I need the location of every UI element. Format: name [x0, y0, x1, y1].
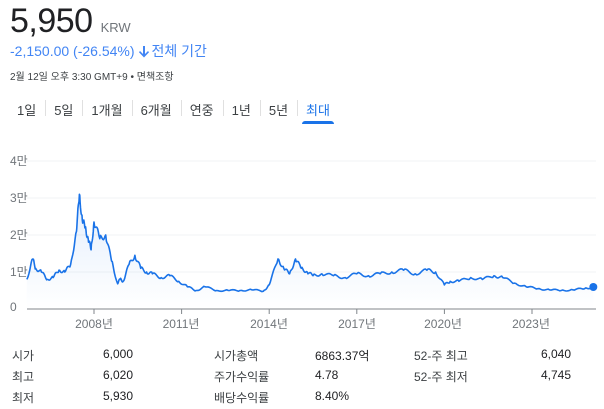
stat-label-market-cap: 시가총액 [214, 349, 259, 363]
price-header: 5,950 KRW [10, 2, 131, 41]
tab-max[interactable]: 최대 [297, 96, 339, 124]
current-price: 5,950 [10, 2, 93, 40]
y-tick-0: 0 [10, 300, 17, 314]
y-tick-40000: 4만 [10, 154, 28, 168]
separator-dot: • [130, 72, 134, 83]
stat-label-open: 시가 [12, 349, 35, 363]
stat-value-52w-high: 6,040 [541, 347, 572, 361]
arrow-down-icon [138, 45, 149, 58]
tab-ytd[interactable]: 연중 [180, 96, 223, 124]
stat-value-high: 6,020 [103, 368, 134, 382]
y-tick-20000: 2만 [10, 228, 28, 242]
chart-plot[interactable] [0, 145, 604, 335]
chart-area-fill [26, 194, 594, 309]
price-change-row: -2,150.00 (-26.54%) 전체 기간 [10, 41, 207, 61]
tab-5d[interactable]: 5일 [45, 96, 82, 124]
tab-6m[interactable]: 6개월 [131, 96, 181, 124]
y-tick-10000: 1만 [10, 265, 28, 279]
stat-value-dividend-yield: 8.40% [315, 389, 350, 403]
tab-1y[interactable]: 1년 [222, 96, 260, 124]
stat-value-market-cap: 6863.37억 [315, 349, 370, 363]
x-tick-2023: 2023년 [512, 317, 550, 331]
timestamp: 2월 12일 오후 3:30 GMT+9 [10, 72, 128, 83]
x-tick-2020: 2020년 [424, 317, 462, 331]
range-tabs: 1일 5일 1개월 6개월 연중 1년 5년 최대 [8, 96, 339, 124]
x-tick-2011: 2011년 [162, 317, 200, 331]
price-change: -2,150.00 (-26.54%) [10, 43, 135, 59]
chart-line [26, 193, 594, 293]
stat-value-52w-low: 4,745 [541, 368, 572, 382]
last-point-marker [589, 282, 598, 291]
stat-value-low: 5,930 [103, 389, 134, 403]
stat-value-pe-ratio: 4.78 [315, 368, 339, 382]
tab-5y[interactable]: 5년 [259, 96, 297, 124]
tab-1m[interactable]: 1개월 [82, 96, 131, 124]
stat-label-pe-ratio: 주가수익률 [214, 370, 270, 384]
stat-label-52w-low: 52-주 최저 [414, 370, 468, 384]
x-axis-ticks [93, 309, 533, 314]
tab-1d[interactable]: 1일 [17, 103, 37, 118]
stat-label-52w-high: 52-주 최고 [414, 349, 468, 363]
stat-label-dividend-yield: 배당수익률 [214, 391, 270, 405]
x-tick-2017: 2017년 [338, 317, 376, 331]
change-period: 전체 기간 [151, 43, 207, 59]
x-tick-2008: 2008년 [75, 317, 113, 331]
gridlines [27, 160, 596, 273]
price-chart[interactable]: 4만 3만 2만 1만 0 2008년 2011년 2014년 2017년 20… [0, 145, 604, 335]
stat-label-high: 최고 [12, 370, 35, 384]
stat-value-open: 6,000 [103, 347, 134, 361]
currency-code: KRW [100, 20, 131, 35]
disclaimer-link[interactable]: 면책조항 [136, 72, 174, 83]
stat-label-low: 최저 [12, 391, 35, 405]
timestamp-row: 2월 12일 오후 3:30 GMT+9 • 면책조항 [10, 68, 174, 83]
x-tick-2014: 2014년 [250, 317, 288, 331]
y-tick-30000: 3만 [10, 191, 28, 205]
